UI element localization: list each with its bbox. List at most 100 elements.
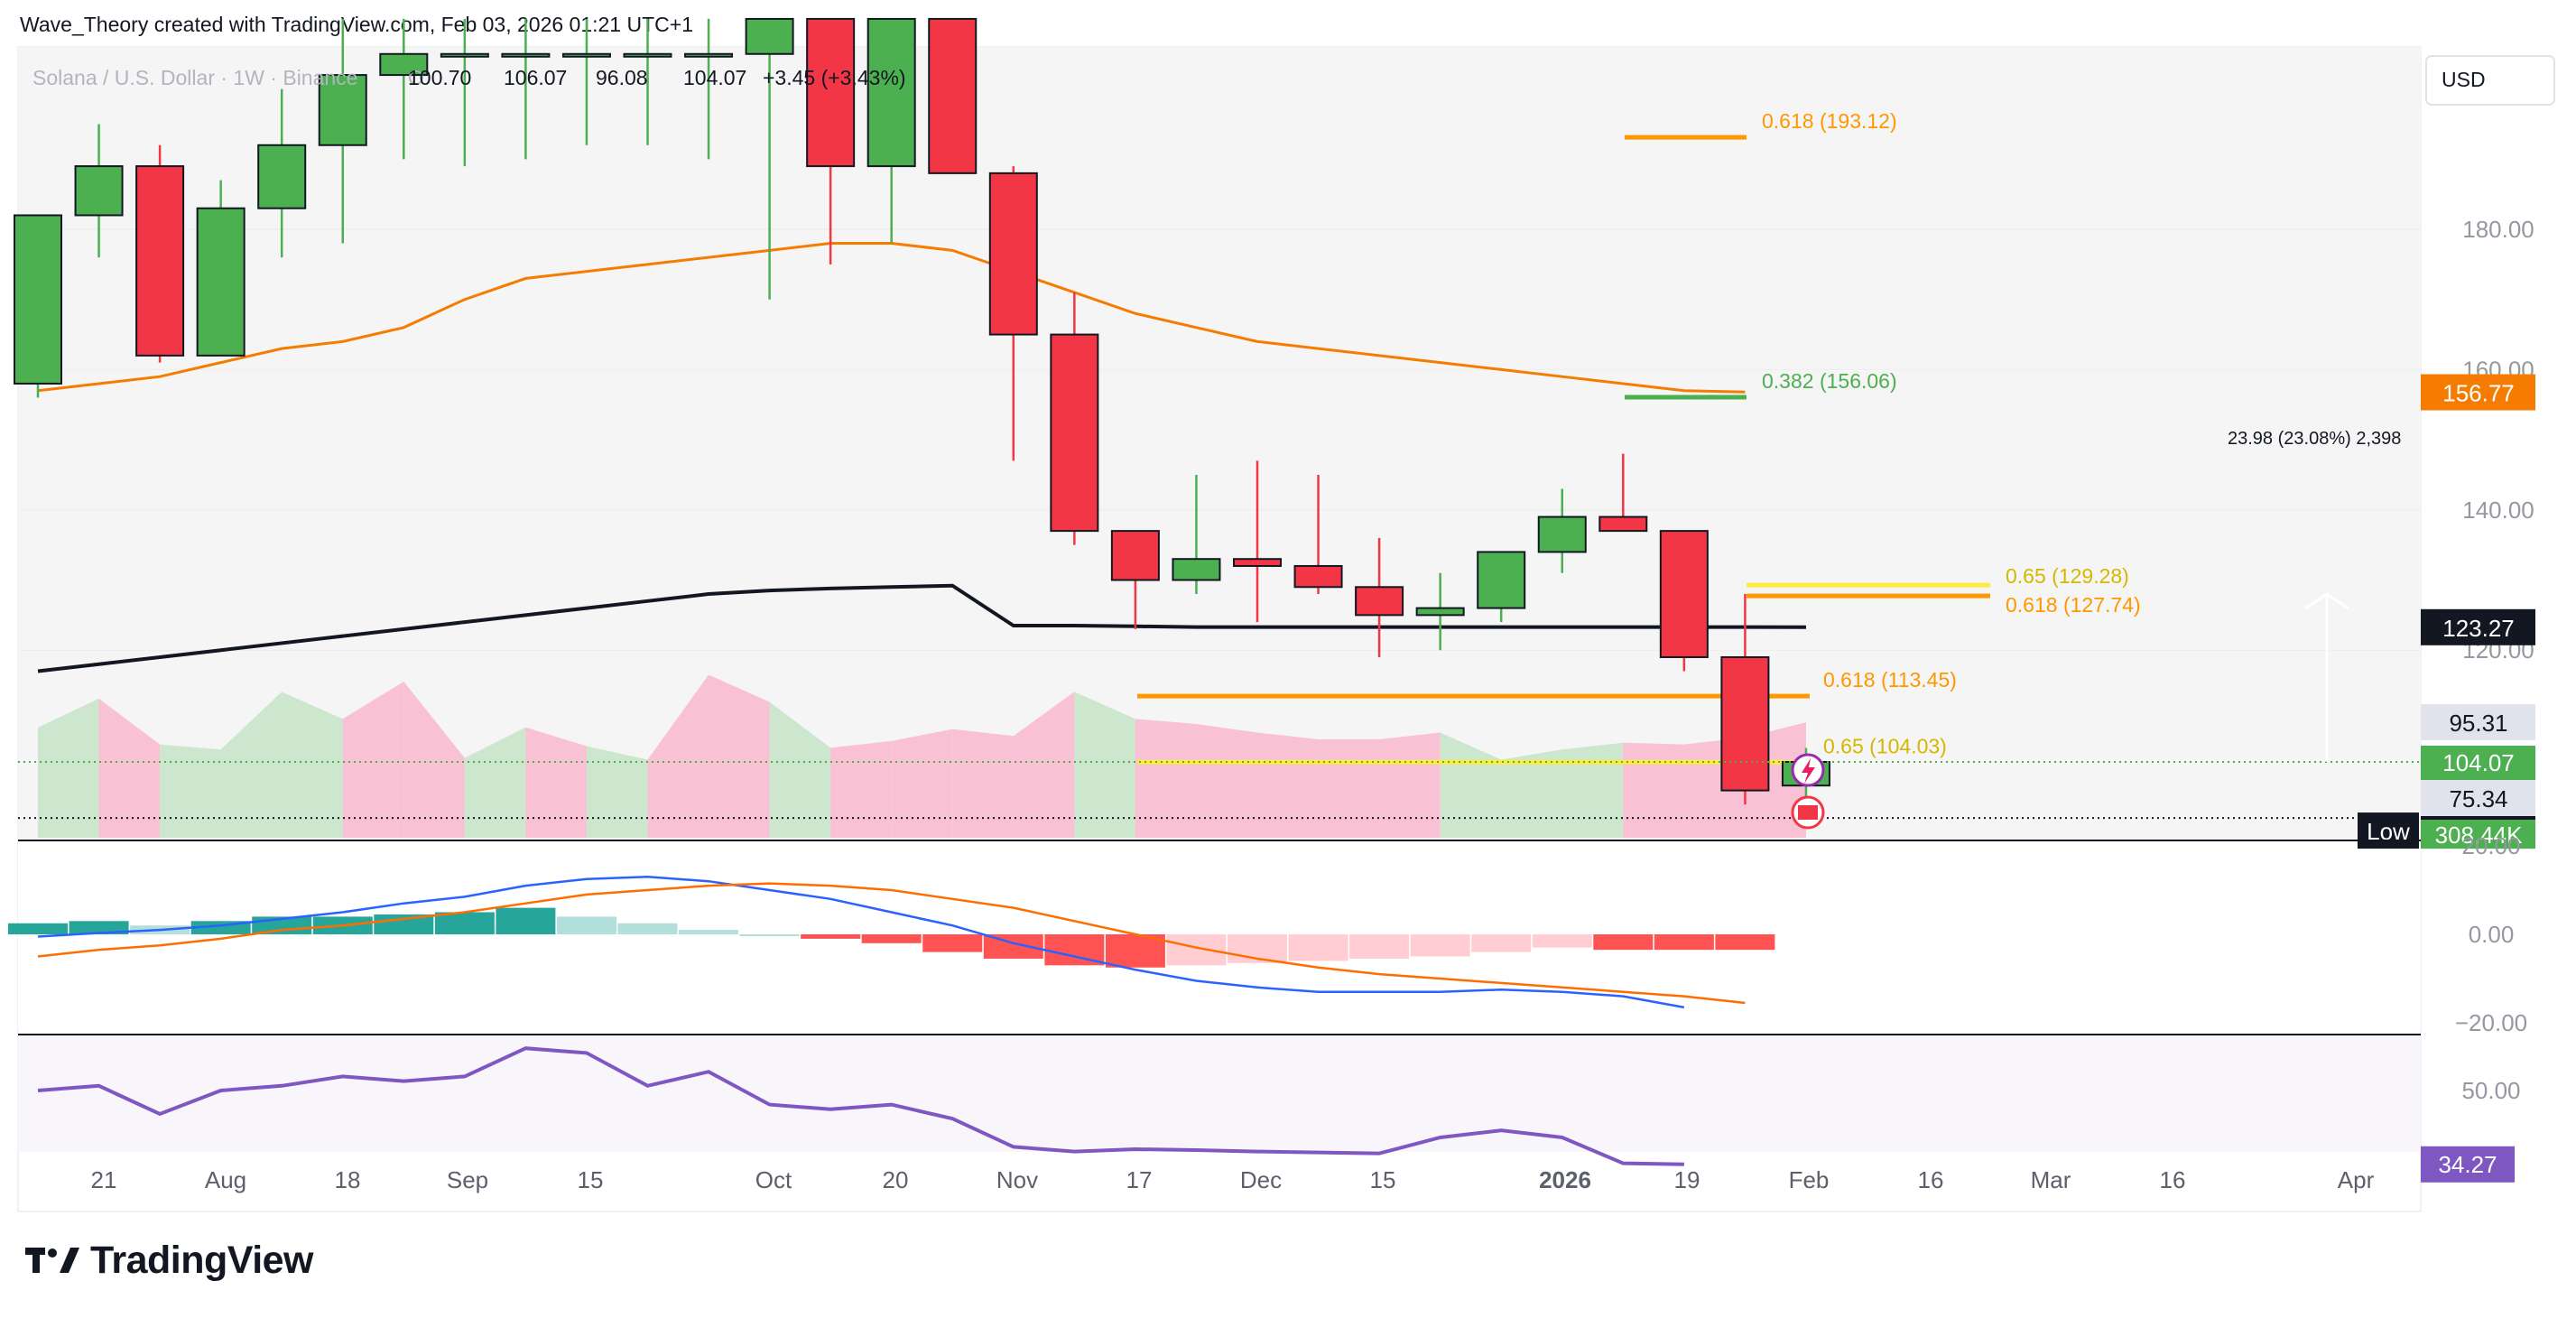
currency-button[interactable]: USD	[2425, 55, 2555, 106]
candle-body[interactable]	[135, 165, 185, 357]
macd-signal-line	[37, 882, 1746, 1005]
candle-body[interactable]	[74, 165, 124, 217]
candle-body[interactable]	[1110, 530, 1160, 581]
high-value: 106.07	[504, 66, 567, 89]
sma-price-tag[interactable]: 123.27	[2421, 608, 2535, 645]
rsi-tag-bg	[2421, 1146, 2515, 1183]
volume-segment	[525, 727, 587, 838]
time-tick-label: 20	[883, 1166, 909, 1193]
candle-body[interactable]	[1233, 558, 1282, 567]
candle-body[interactable]	[14, 214, 62, 385]
volume-tag-bg	[2421, 820, 2535, 849]
volume-segment	[98, 698, 161, 838]
candle-body[interactable]	[561, 52, 611, 58]
candle-body[interactable]	[1293, 564, 1343, 589]
volume-segment	[464, 727, 526, 838]
candle-body[interactable]	[1355, 586, 1404, 617]
tradingview-logo[interactable]: TradingView	[25, 1239, 314, 1283]
symbol-name: Solana / U.S. Dollar · 1W · Binance	[32, 66, 357, 89]
fib-label: 0.65 (129.28)	[2006, 564, 2129, 588]
volume-segment	[586, 746, 648, 838]
volume-segment	[1318, 738, 1380, 838]
candle-body[interactable]	[318, 74, 367, 146]
macd-histogram-bar	[434, 912, 495, 934]
rsi-price-tag[interactable]: 34.27	[2421, 1146, 2515, 1183]
ema-price-tag-bg	[2421, 374, 2535, 411]
plain-price-tag[interactable]: 95.31	[2421, 704, 2535, 740]
change-value: +3.45 (+3.43%)	[763, 66, 906, 89]
macd-histogram-bar	[1105, 934, 1165, 968]
tradingview-icon	[25, 1247, 79, 1273]
time-tick-label: Mar	[2031, 1166, 2071, 1193]
fib-label: 0.618 (127.74)	[2006, 593, 2141, 617]
measure-arrow-head	[2304, 592, 2349, 610]
candle-body[interactable]	[379, 52, 429, 77]
candle-body[interactable]	[1477, 551, 1526, 609]
lightning-event-icon[interactable]	[1791, 753, 1825, 787]
volume-segment	[1379, 732, 1441, 838]
candle-body[interactable]	[806, 17, 856, 168]
candle-body[interactable]	[1598, 515, 1648, 533]
rsi-tag-text: 34.27	[2438, 1151, 2497, 1178]
macd-histogram-bar	[1349, 934, 1410, 959]
time-tick-label: Feb	[1789, 1166, 1830, 1193]
macd-histogram-bar	[801, 934, 861, 939]
volume-segment	[1561, 742, 1624, 838]
time-tick-label: 16	[1918, 1166, 1944, 1193]
candle-body[interactable]	[684, 52, 734, 58]
candle-body[interactable]	[928, 17, 978, 174]
macd-histogram-bar	[1166, 934, 1227, 966]
time-tick-label: 21	[91, 1166, 117, 1193]
volume-area	[38, 674, 1806, 838]
volume-segment	[220, 691, 283, 838]
symbol-legend[interactable]: Solana / U.S. Dollar · 1W · Binance O 10…	[32, 66, 906, 89]
volume-tag[interactable]: 308.44K	[2421, 820, 2535, 849]
open-label: O	[408, 66, 424, 89]
volume-segment	[830, 740, 892, 838]
price-grid	[18, 228, 2421, 651]
candle-body[interactable]	[745, 17, 794, 55]
candle-body[interactable]	[1659, 530, 1709, 658]
rsi-pane	[18, 1035, 2421, 1152]
candle-body[interactable]	[1720, 655, 1770, 792]
macd-tick-label: 20.00	[2461, 832, 2520, 859]
time-axis[interactable]: 21 Aug 18 Sep 15 Oct 20 Nov 17 Dec 15 2026 19 Feb 16 Ma…	[91, 1166, 2375, 1193]
macd-histogram-bar	[69, 921, 129, 934]
flag-event-icon[interactable]	[1791, 795, 1825, 830]
candle-body[interactable]	[196, 207, 246, 357]
macd-line	[37, 876, 1685, 1009]
time-tick-label: Dec	[1240, 1166, 1282, 1193]
low-prefix-bg	[2358, 812, 2419, 849]
macd-histogram-bar	[556, 916, 616, 934]
candle-body[interactable]	[1050, 333, 1099, 533]
candle-body[interactable]	[866, 17, 916, 168]
price-axis[interactable]: 180.00160.00140.00120.0080.00156.77123.2…	[2358, 216, 2535, 1183]
volume-segment	[709, 674, 770, 838]
price-tick-label: 180.00	[2462, 216, 2534, 243]
candle-body[interactable]	[501, 52, 551, 58]
time-tick-label: Apr	[2338, 1166, 2375, 1193]
candle-body[interactable]	[1537, 515, 1587, 553]
rsi-line	[37, 1046, 1684, 1166]
candle-body[interactable]	[1172, 558, 1221, 581]
rsi-indicator	[37, 1046, 1684, 1166]
candle-body[interactable]	[1415, 607, 1465, 617]
candles[interactable]	[14, 17, 1830, 819]
volume-segment	[891, 729, 953, 838]
macd-histogram-bar	[922, 934, 983, 952]
candle-body[interactable]	[988, 172, 1038, 336]
volume-ma-tag[interactable]: 75.34	[2421, 780, 2535, 816]
macd-histogram-bar	[1715, 934, 1775, 951]
ema-price-tag[interactable]: 156.77	[2421, 374, 2535, 411]
macd-histogram-bar	[861, 934, 922, 943]
volume-tag-text: 308.44K	[2435, 821, 2524, 849]
time-tick-label: Oct	[755, 1166, 792, 1193]
low-value: 96.08	[596, 66, 648, 89]
lightning-bolt	[1802, 758, 1815, 784]
ema-price-tag-text: 156.77	[2442, 380, 2515, 407]
candle-body[interactable]	[440, 52, 489, 58]
volume-ma-tag-text: 75.34	[2449, 785, 2507, 812]
candle-body[interactable]	[623, 52, 672, 58]
candle-body[interactable]	[257, 144, 307, 209]
macd-histogram-bar	[739, 934, 800, 936]
